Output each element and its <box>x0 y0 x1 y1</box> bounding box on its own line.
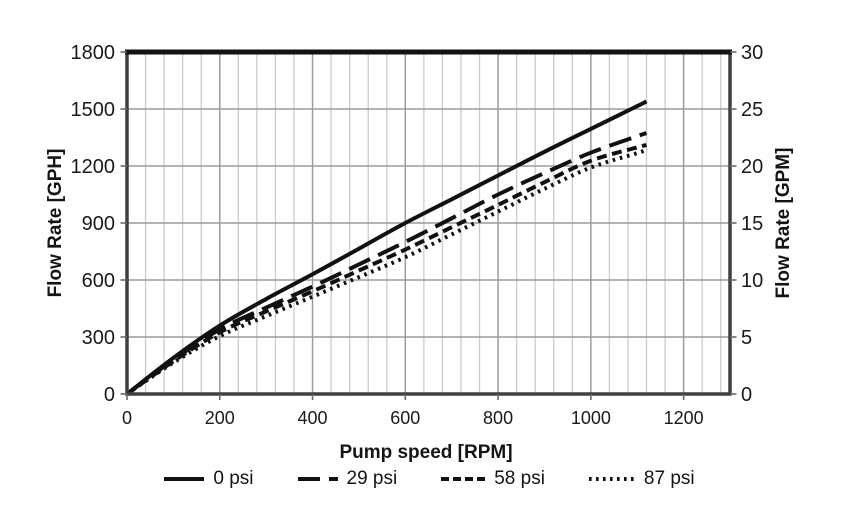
x-tick-label: 600 <box>390 408 420 428</box>
x-tick-label: 1000 <box>571 408 611 428</box>
series-line-29-psi <box>125 131 648 396</box>
y-axis-label-gph: Flow Rate [GPH] <box>45 148 66 298</box>
x-axis-label: Pump speed [RPM] <box>339 442 513 463</box>
y-right-tick-label: 5 <box>741 327 752 349</box>
x-tick-label: 1200 <box>664 408 704 428</box>
x-tick-labels: 0 200 400 600 800 1000 1200 <box>122 408 704 428</box>
series-line-58-psi <box>125 143 648 396</box>
legend-swatch-dot-line <box>588 477 635 481</box>
y-right-tick-label: 10 <box>741 270 763 292</box>
y-right-tick-label: 0 <box>741 384 752 406</box>
legend-item-0-psi: 0 psi <box>164 468 254 490</box>
y-right-tick-label: 15 <box>741 213 763 235</box>
legend-item-58-psi: 58 psi <box>441 468 545 490</box>
legend-item-29-psi: 29 psi <box>297 468 398 490</box>
y-right-tick-label: 30 <box>741 42 763 64</box>
legend-label: 29 psi <box>346 468 398 489</box>
y-right-tick-labels: 0 5 10 15 20 25 30 <box>741 42 763 406</box>
y-left-tick-label: 1500 <box>71 99 116 121</box>
y-right-tick-label: 25 <box>741 99 763 121</box>
legend-item-87-psi: 87 psi <box>588 468 695 490</box>
x-tick-label: 200 <box>205 408 235 428</box>
x-tick-label: 800 <box>483 408 513 428</box>
y-left-tick-label: 300 <box>82 327 115 349</box>
chart-legend: 0 psi 29 psi 58 psi 87 psi <box>0 462 859 496</box>
series-line-0-psi <box>125 99 648 396</box>
series-line-87-psi <box>125 147 648 396</box>
axis-tick-marks <box>120 51 737 400</box>
x-tick-label: 0 <box>122 408 132 428</box>
grid-horizontal <box>127 108 730 338</box>
legend-swatch-solid-line <box>164 477 205 481</box>
y-axis-label-gpm: Flow Rate [GPM] <box>773 147 794 299</box>
legend-swatch-long-dash-line <box>297 477 338 481</box>
y-left-tick-label: 900 <box>82 213 115 235</box>
legend-label: 87 psi <box>643 468 695 489</box>
y-left-tick-label: 1200 <box>71 156 116 178</box>
legend-label: 58 psi <box>494 468 545 489</box>
y-left-tick-label: 600 <box>82 270 115 292</box>
legend-label: 0 psi <box>213 468 254 489</box>
y-left-tick-label: 1800 <box>71 42 116 64</box>
x-tick-label: 400 <box>298 408 328 428</box>
legend-swatch-dash-line <box>441 477 486 481</box>
y-right-tick-label: 20 <box>741 156 763 178</box>
y-left-tick-labels: 0 300 600 900 1200 1500 1800 <box>71 42 116 406</box>
y-left-tick-label: 0 <box>104 384 115 406</box>
